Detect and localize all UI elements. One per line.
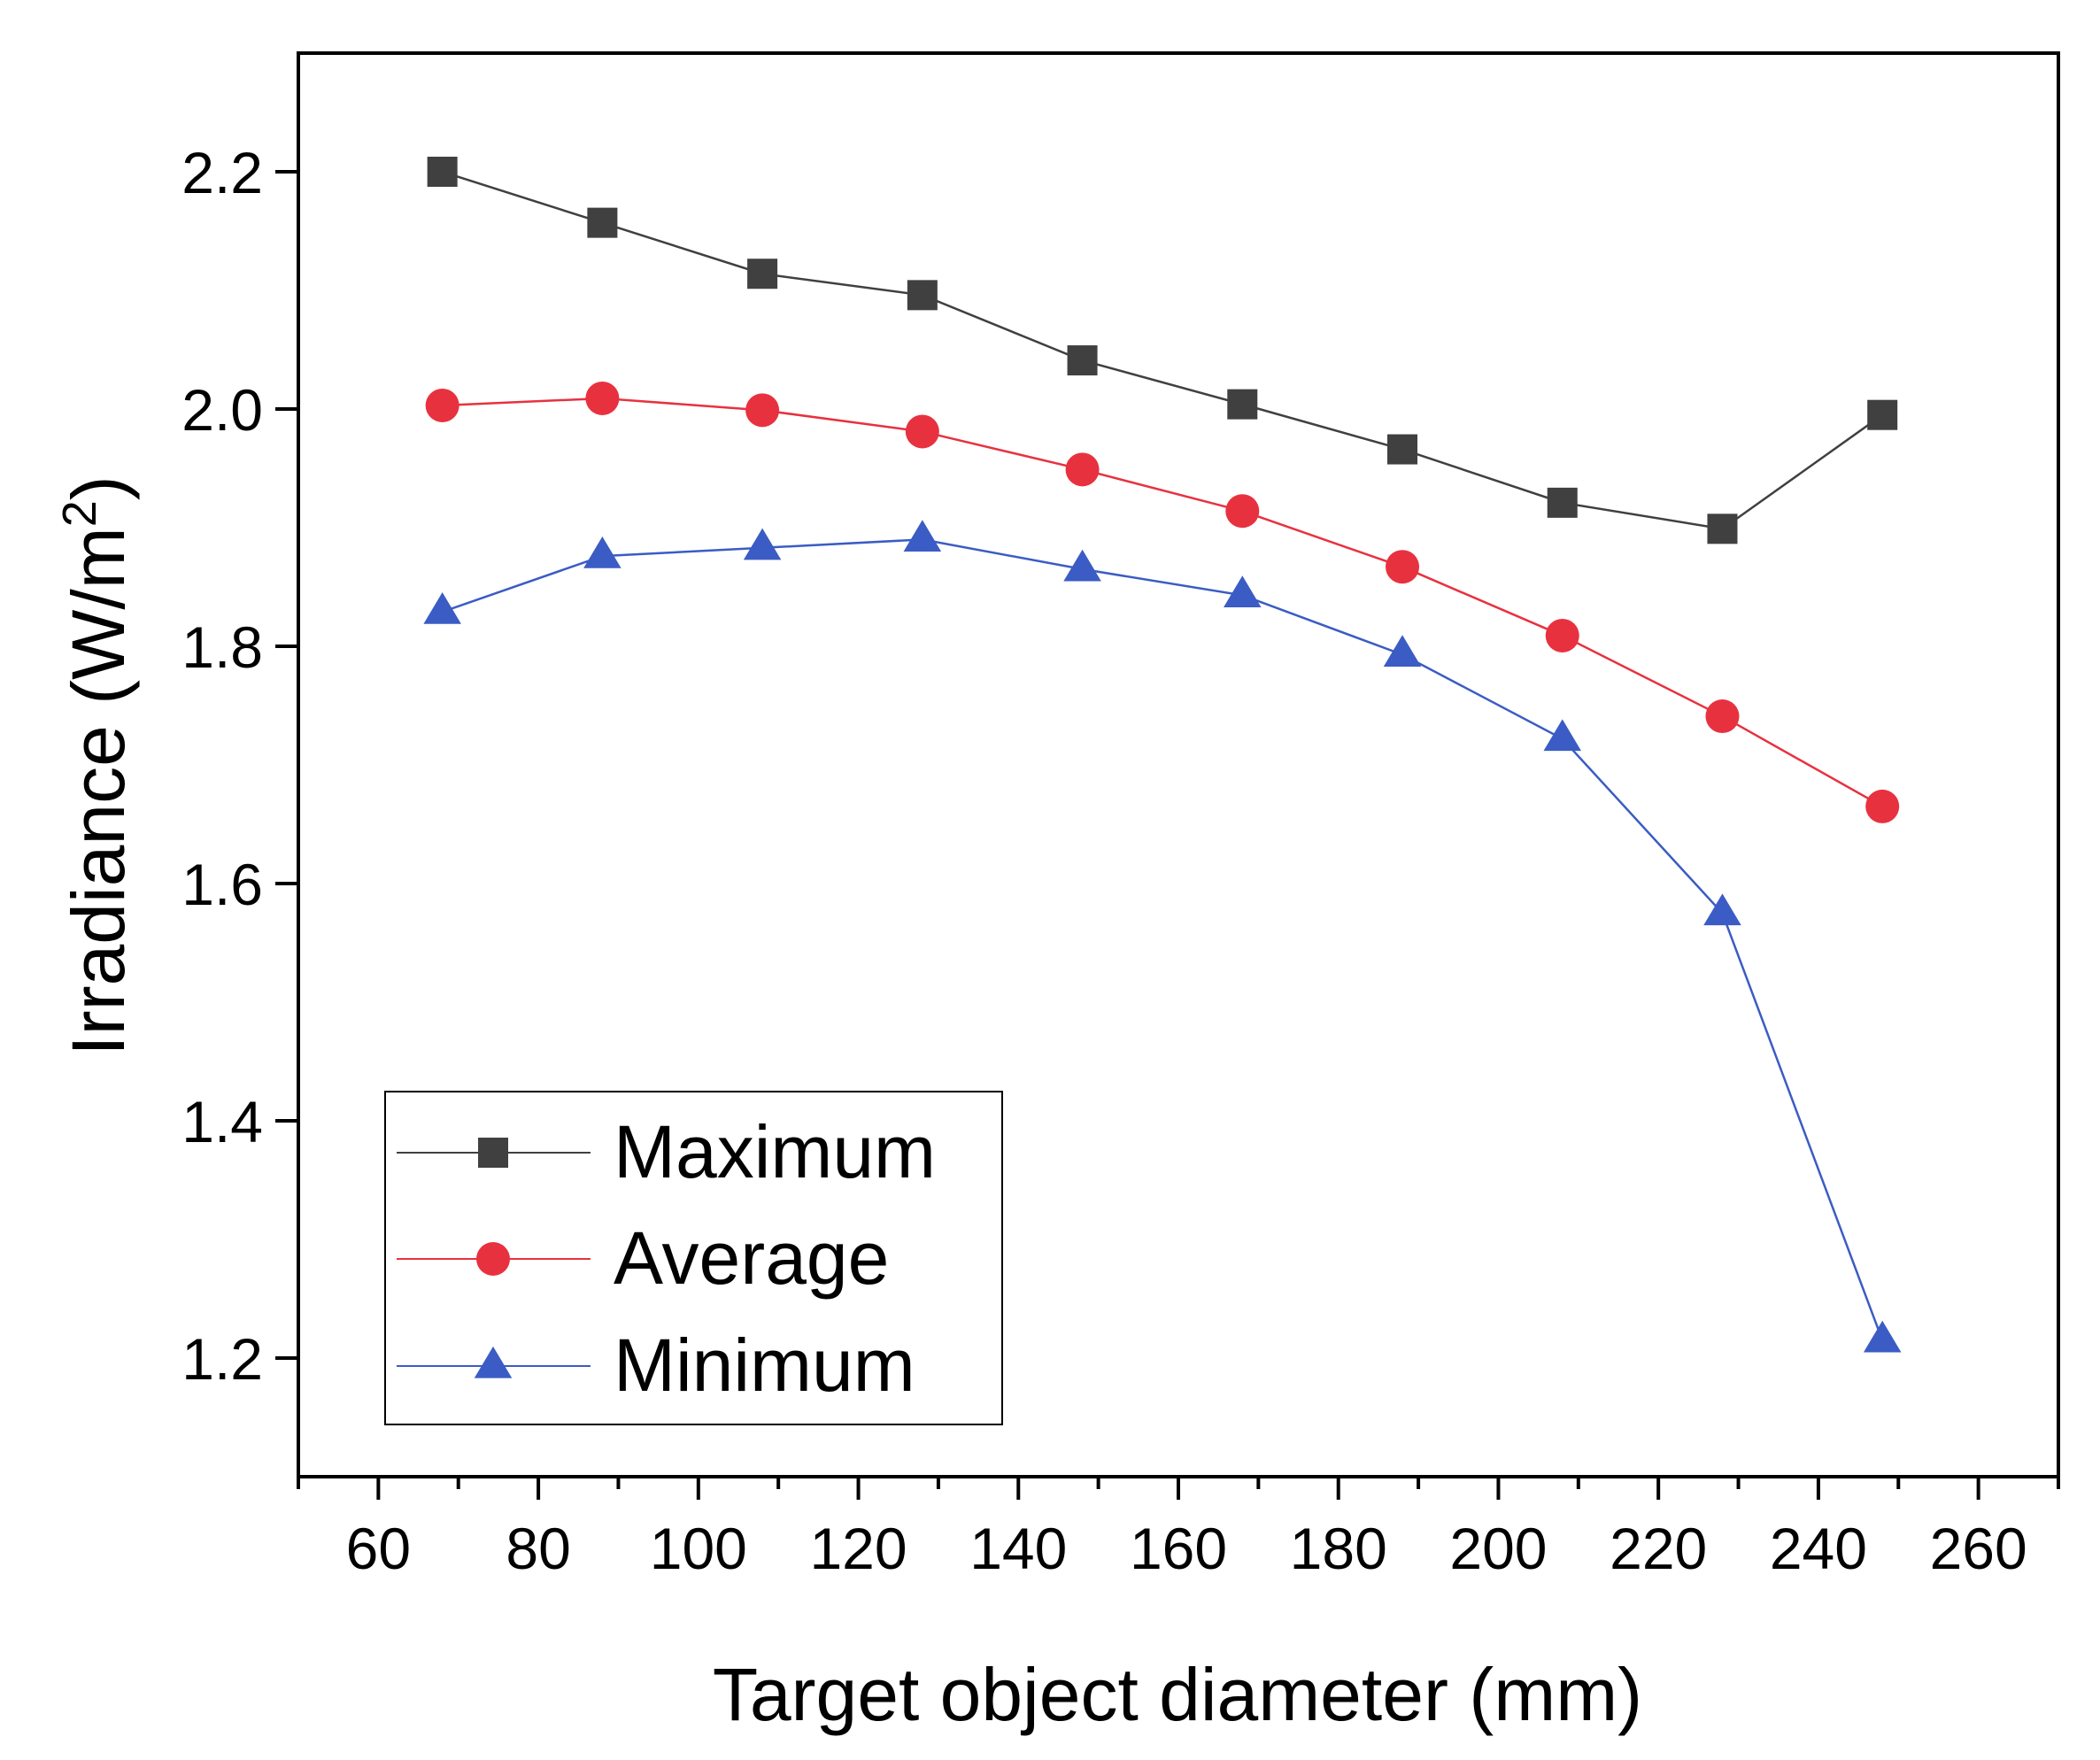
data-point-minimum <box>1863 1320 1902 1353</box>
series-layer <box>423 157 1902 1353</box>
legend-marker-maximum <box>478 1138 508 1168</box>
x-axis-title: Target object diameter (mm) <box>713 1653 1642 1736</box>
data-point-average <box>905 414 939 449</box>
data-point-minimum <box>1543 719 1581 752</box>
data-point-minimum <box>1703 893 1741 926</box>
y-tick-label: 1.4 <box>181 1089 263 1154</box>
series-maximum <box>427 157 1898 544</box>
legend-label-minimum: Minimum <box>614 1324 915 1407</box>
y-tick-label: 2.2 <box>181 140 263 205</box>
data-point-maximum <box>1707 513 1738 544</box>
legend-marker-minimum <box>474 1346 513 1378</box>
data-point-average <box>1705 699 1740 734</box>
data-point-maximum <box>907 280 938 311</box>
data-point-minimum <box>1383 635 1422 667</box>
y-axis-title: Irradiance (W/m2) <box>53 475 140 1055</box>
y-tick-label: 2.0 <box>181 377 263 443</box>
data-point-maximum <box>427 157 458 187</box>
series-minimum <box>423 520 1902 1353</box>
data-point-minimum <box>583 536 622 568</box>
series-line-average <box>442 397 1883 807</box>
y-axis-title-prefix: Irradiance (W/m <box>57 527 140 1055</box>
data-point-minimum <box>743 528 782 560</box>
x-tick-label: 240 <box>1770 1516 1867 1581</box>
legend: Maximum Average Minimum <box>384 1091 1003 1425</box>
data-point-average <box>1225 494 1260 529</box>
y-tick-label: 1.8 <box>181 614 263 680</box>
y-axis: 1.2 1.4 1.6 1.8 2.0 2.2 <box>181 140 298 1392</box>
data-point-average <box>1865 789 1900 823</box>
y-axis-title-suffix: ) <box>57 475 140 500</box>
data-point-average <box>425 388 459 422</box>
data-point-maximum <box>1547 487 1578 518</box>
x-tick-label: 120 <box>809 1516 907 1581</box>
data-point-minimum <box>1063 549 1101 582</box>
x-tick-label: 140 <box>969 1516 1067 1581</box>
data-point-average <box>585 381 620 415</box>
x-tick-label: 100 <box>650 1516 747 1581</box>
x-tick-label: 220 <box>1610 1516 1707 1581</box>
y-tick-label: 1.6 <box>181 852 263 917</box>
y-axis-title-superscript: 2 <box>53 500 106 527</box>
x-tick-label: 260 <box>1930 1516 2027 1581</box>
series-line-minimum <box>442 538 1884 1341</box>
data-point-maximum <box>1867 399 1898 430</box>
x-tick-label: 80 <box>506 1516 570 1581</box>
x-tick-label: 160 <box>1130 1516 1227 1581</box>
data-point-maximum <box>587 207 618 238</box>
data-point-average <box>1065 452 1100 487</box>
x-axis: 60 80 100 120 140 160 180 200 220 240 260 <box>297 1477 2060 1581</box>
y-tick-label: 1.2 <box>181 1326 263 1392</box>
data-point-maximum <box>1067 345 1098 376</box>
data-point-maximum <box>747 259 778 289</box>
legend-label-maximum: Maximum <box>614 1110 936 1193</box>
data-point-maximum <box>1387 434 1418 465</box>
data-point-average <box>745 393 780 428</box>
series-line-maximum <box>442 170 1883 530</box>
legend-marker-average <box>476 1242 510 1276</box>
data-point-minimum <box>423 592 461 624</box>
x-tick-label: 60 <box>346 1516 411 1581</box>
data-point-average <box>1545 618 1579 652</box>
x-tick-label: 180 <box>1290 1516 1387 1581</box>
data-point-average <box>1386 550 1420 584</box>
x-tick-label: 200 <box>1449 1516 1547 1581</box>
data-point-minimum <box>903 520 942 552</box>
legend-label-average: Average <box>614 1216 889 1300</box>
series-average <box>425 381 1900 823</box>
data-point-minimum <box>1224 575 1262 607</box>
data-point-maximum <box>1227 389 1258 420</box>
